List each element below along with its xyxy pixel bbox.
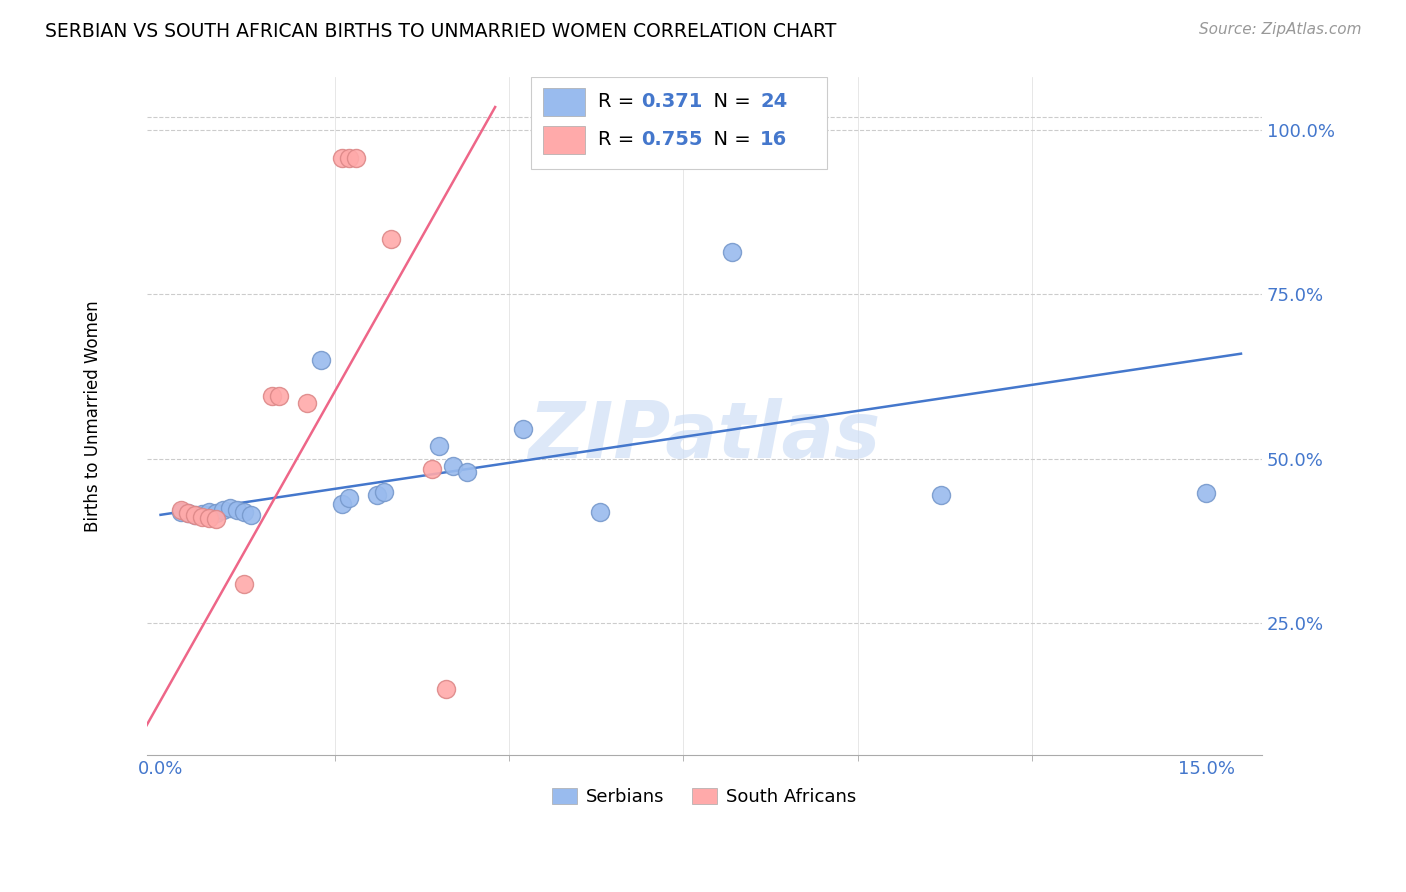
Text: N =: N = <box>702 93 756 112</box>
Legend: Serbians, South Africans: Serbians, South Africans <box>544 780 863 814</box>
Text: 0.755: 0.755 <box>641 130 702 149</box>
Text: SERBIAN VS SOUTH AFRICAN BIRTHS TO UNMARRIED WOMEN CORRELATION CHART: SERBIAN VS SOUTH AFRICAN BIRTHS TO UNMAR… <box>45 22 837 41</box>
FancyBboxPatch shape <box>531 78 827 169</box>
Text: Source: ZipAtlas.com: Source: ZipAtlas.com <box>1198 22 1361 37</box>
Text: Births to Unmarried Women: Births to Unmarried Women <box>84 301 103 532</box>
Text: ZIPatlas: ZIPatlas <box>529 399 880 475</box>
Text: N =: N = <box>702 130 756 149</box>
Text: R =: R = <box>599 130 641 149</box>
Text: 24: 24 <box>761 93 787 112</box>
FancyBboxPatch shape <box>543 87 585 116</box>
Text: 0.371: 0.371 <box>641 93 702 112</box>
Text: 16: 16 <box>761 130 787 149</box>
Text: R =: R = <box>599 93 641 112</box>
FancyBboxPatch shape <box>543 126 585 154</box>
